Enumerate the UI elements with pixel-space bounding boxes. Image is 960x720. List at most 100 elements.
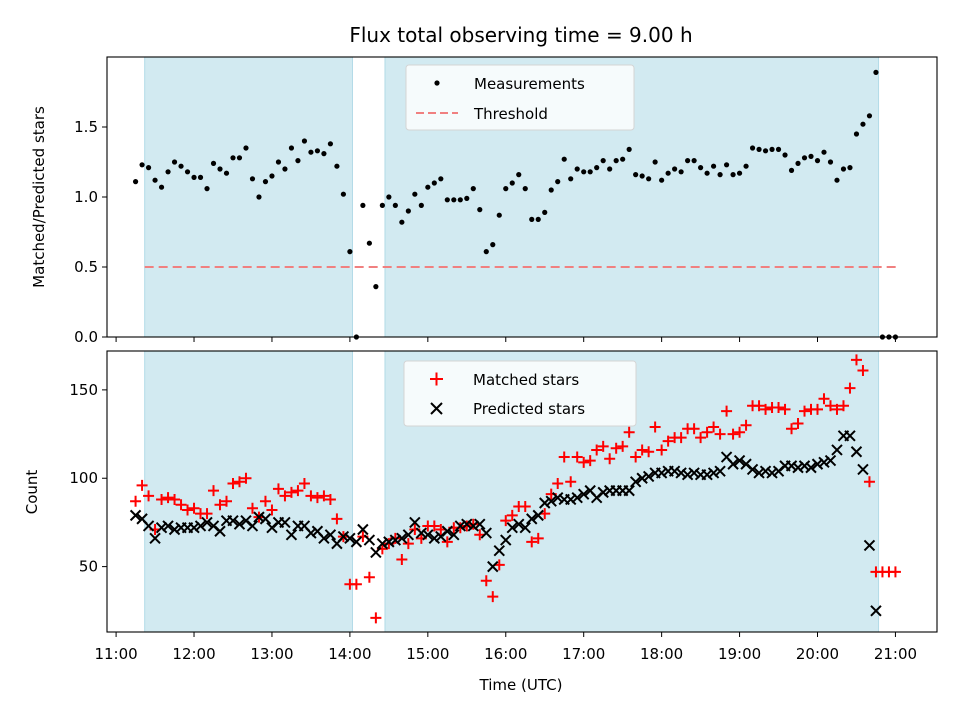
predicted-star-point [409, 516, 421, 529]
measurement-point [827, 159, 834, 165]
predicted-star-point [422, 529, 434, 541]
measurement-point [379, 202, 385, 208]
measurement-point [158, 184, 165, 190]
measurement-point [749, 145, 756, 151]
x-tick-label: 12:00 [172, 645, 215, 663]
measurement-point [334, 163, 340, 169]
legend-marker-predicted [430, 402, 443, 415]
legend-marker-measurements [434, 80, 440, 86]
measurement-point [249, 176, 256, 182]
predicted-star-point [129, 509, 142, 522]
measurement-point [697, 165, 704, 171]
matched-star-point [350, 578, 362, 590]
matched-star-point [259, 495, 271, 507]
predicted-star-point [831, 444, 843, 456]
matched-star-point [688, 423, 700, 435]
measurement-point [503, 186, 509, 192]
measurement-point [301, 138, 308, 144]
predicted-star-point [337, 530, 350, 543]
matched-star-point [487, 591, 499, 603]
chart-title: Flux total observing time = 9.00 h [349, 23, 692, 47]
matched-star-point [227, 478, 239, 490]
measurement-point [581, 169, 587, 175]
predicted-star-point [857, 463, 869, 476]
legend-label-matched: Matched stars [473, 371, 579, 389]
measurement-point [282, 166, 288, 172]
matched-star-point [824, 400, 836, 412]
matched-star-point [285, 486, 297, 498]
y-tick-label: 1.0 [74, 188, 98, 206]
predicted-star-point [383, 536, 395, 548]
predicted-star-point [701, 469, 713, 481]
matched-star-point [636, 444, 648, 456]
measurement-point [132, 179, 139, 185]
matched-star-point [214, 499, 226, 511]
predicted-star-point [766, 467, 778, 479]
measurement-point [847, 165, 853, 171]
measurement-point [464, 195, 470, 201]
matched-star-point [714, 428, 726, 440]
predicted-star-point [714, 465, 726, 477]
predicted-star-point [279, 516, 291, 529]
y-tick-label: 0.0 [74, 328, 98, 346]
predicted-star-point [824, 454, 837, 467]
measurement-point [561, 156, 567, 162]
matched-star-point [526, 536, 538, 548]
measurement-point [594, 165, 600, 171]
predicted-star-point [532, 509, 544, 522]
predicted-star-point [629, 476, 642, 488]
measurement-point [256, 194, 262, 200]
predicted-star-point [253, 511, 265, 523]
predicted-star-point [500, 534, 512, 546]
measurement-point [444, 197, 450, 203]
measurement-point [665, 170, 671, 176]
measurement-point [866, 113, 873, 119]
measurement-point [756, 146, 762, 152]
measurement-point [691, 158, 697, 164]
predicted-star-point [759, 465, 772, 477]
predicted-star-point [850, 446, 863, 458]
counts-legend: Matched stars Predicted stars [403, 360, 637, 427]
measurement-point [529, 216, 535, 222]
predicted-star-point [389, 534, 402, 546]
predicted-star-point [805, 461, 817, 474]
predicted-star-point [461, 518, 473, 530]
predicted-star-point [370, 546, 382, 559]
predicted-star-point [870, 605, 882, 617]
measurement-point [152, 177, 158, 183]
matched-star-point [428, 520, 440, 532]
predicted-star-point [168, 523, 181, 536]
matched-star-point [130, 495, 142, 507]
matched-star-point [623, 426, 635, 438]
observing-interval-shade [144, 350, 353, 633]
predicted-star-point [149, 532, 161, 545]
measurement-point [620, 156, 626, 162]
measurement-point [373, 284, 379, 290]
x-tick-label: 11:00 [94, 645, 137, 663]
measurement-point [210, 160, 217, 166]
matched-star-point [591, 444, 603, 456]
counts-legend-box [403, 360, 637, 427]
measurement-point [236, 155, 243, 161]
matched-star-point [201, 508, 213, 520]
measurement-point [288, 145, 295, 151]
measurement-point [710, 163, 717, 169]
matched-star-point [305, 490, 317, 502]
predicted-star-point [642, 470, 655, 483]
measurement-point [165, 169, 171, 175]
counts-y-axis-label: Count [23, 470, 41, 515]
predicted-star-point [357, 523, 369, 536]
matched-star-point [649, 421, 661, 433]
matched-star-point [233, 476, 245, 488]
predicted-star-point [753, 467, 765, 479]
measurement-point [704, 170, 710, 176]
predicted-star-point [344, 532, 356, 545]
matched-star-point [597, 440, 609, 452]
measurement-point [496, 212, 502, 218]
x-tick-label: 20:00 [796, 645, 839, 663]
predicted-star-point [539, 497, 551, 509]
measurement-point [860, 121, 866, 127]
measurement-point [821, 149, 827, 155]
predicted-star-point [681, 469, 694, 481]
predicted-star-point [350, 536, 363, 548]
